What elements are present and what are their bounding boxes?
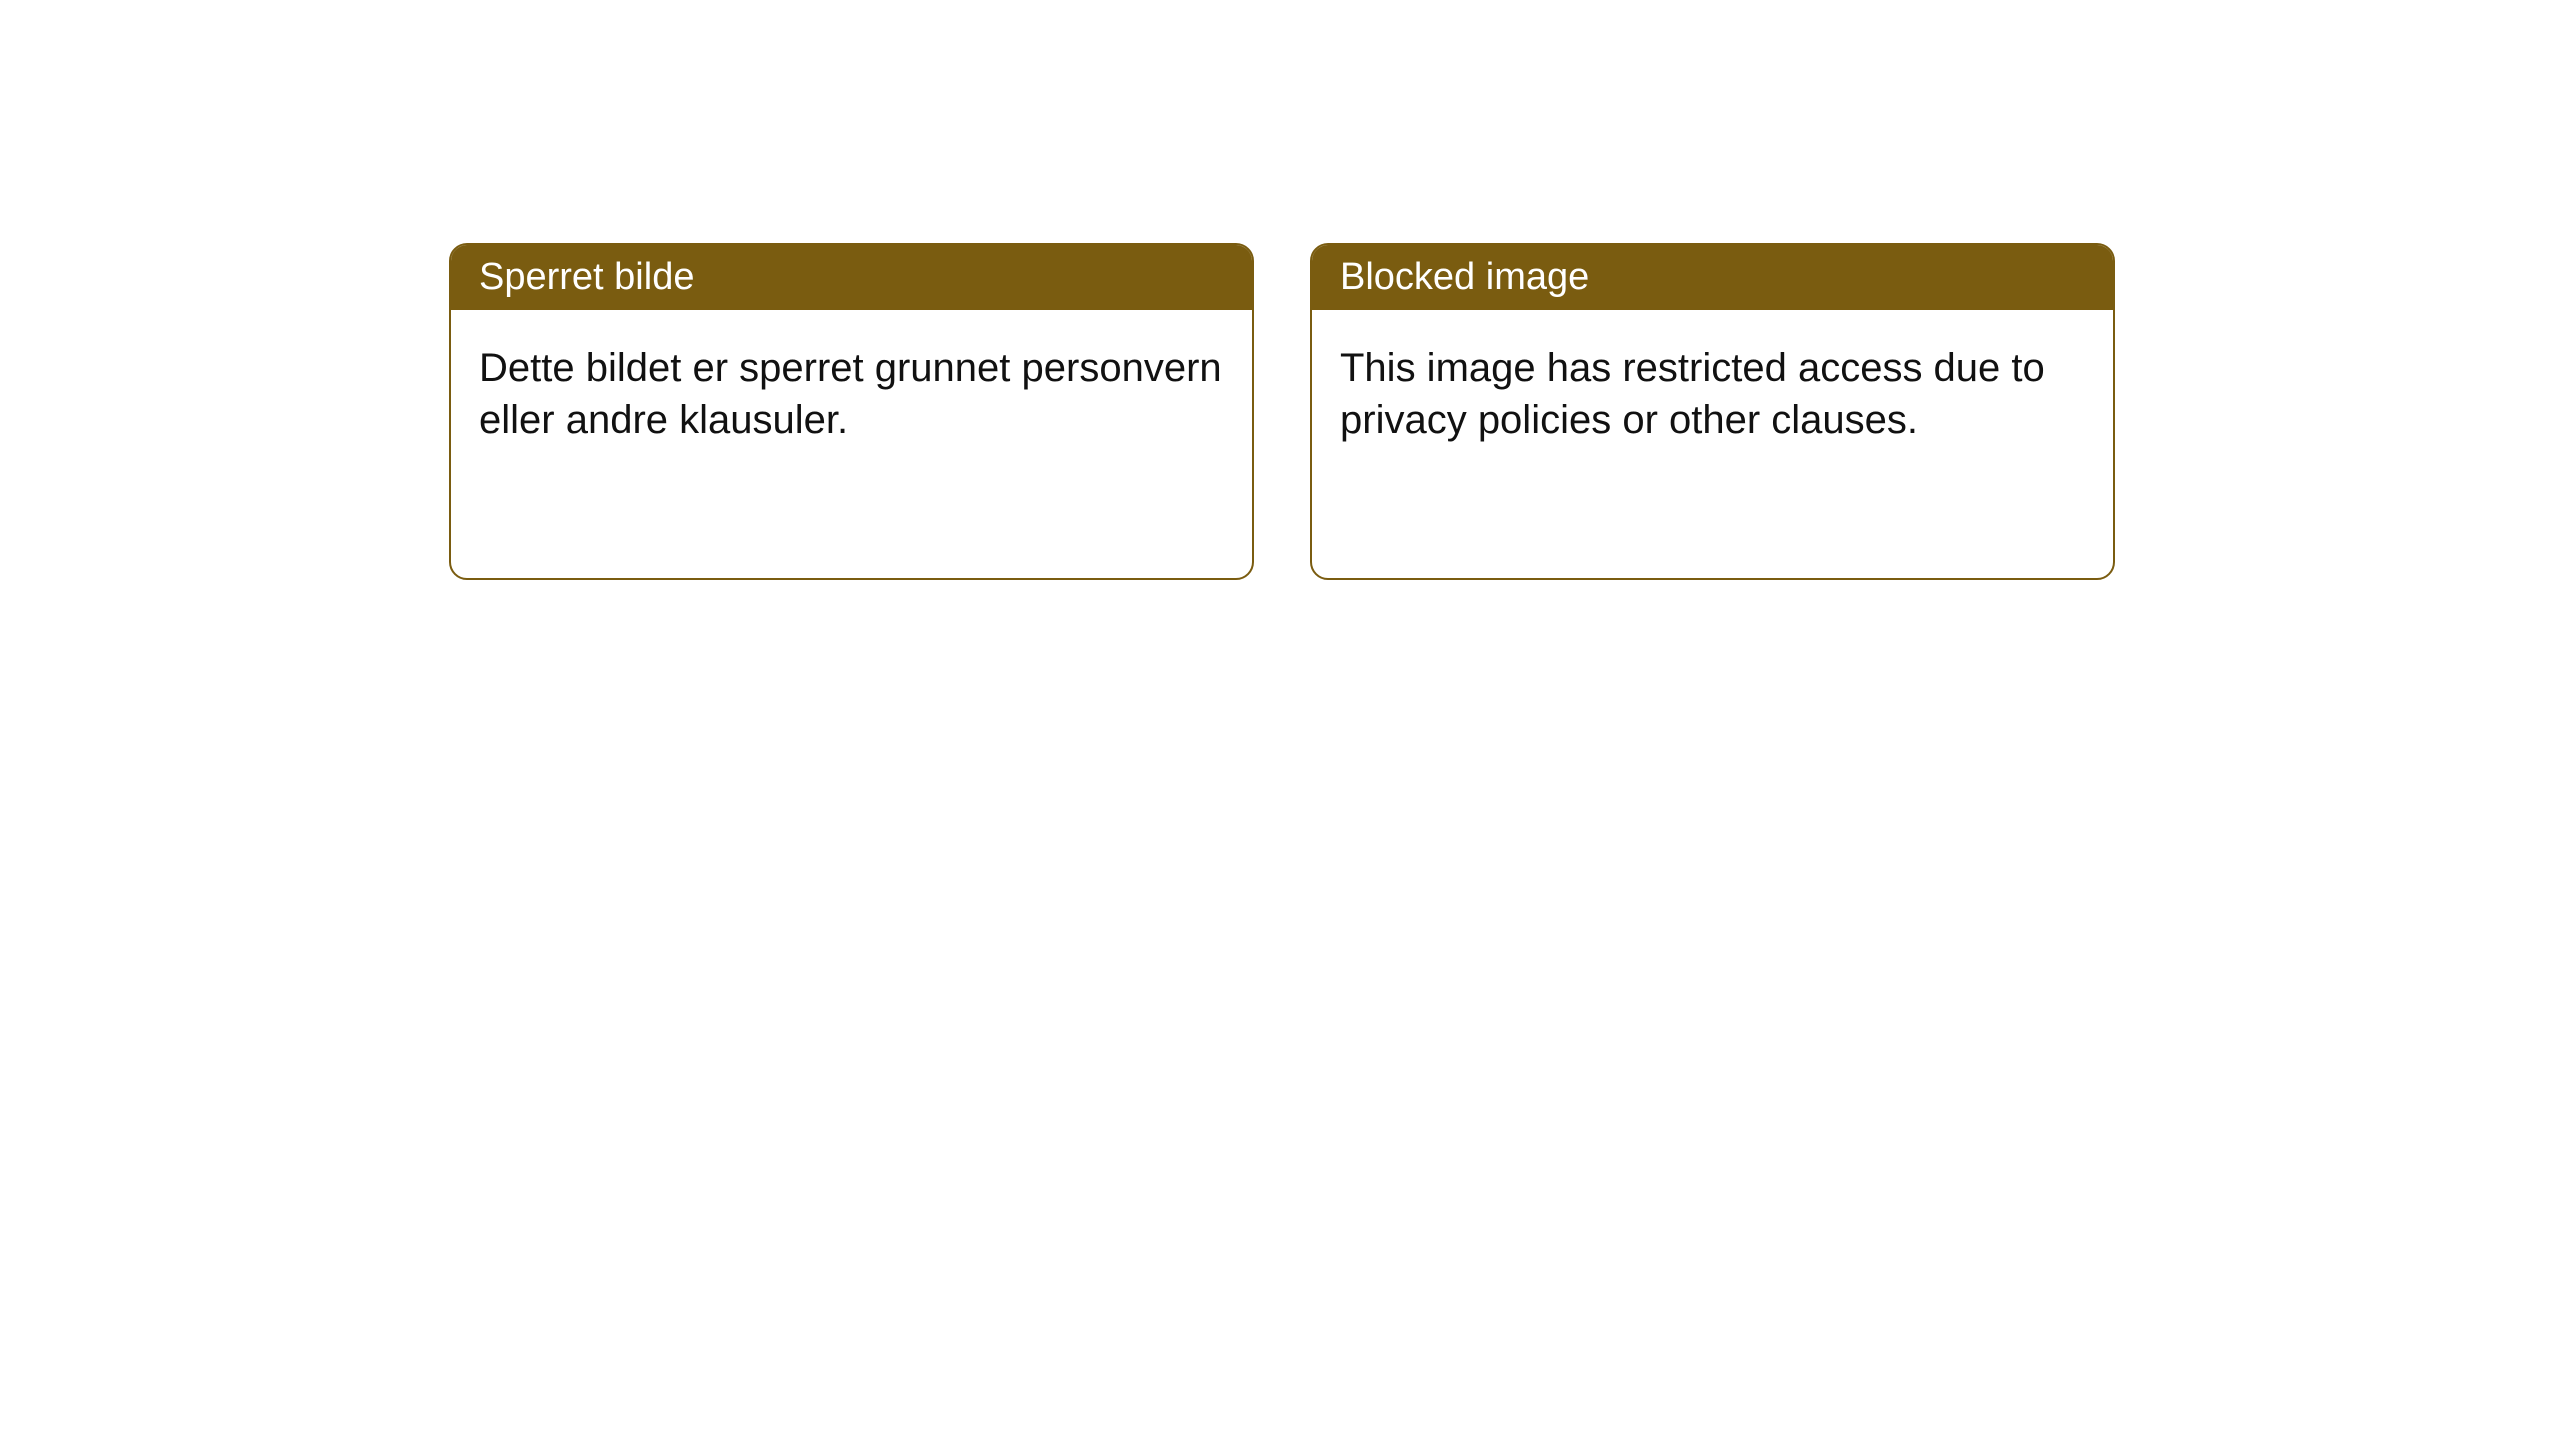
notice-card-norwegian: Sperret bilde Dette bildet er sperret gr… [449, 243, 1254, 580]
notice-body: Dette bildet er sperret grunnet personve… [451, 310, 1252, 478]
notice-header: Sperret bilde [451, 245, 1252, 310]
notice-body: This image has restricted access due to … [1312, 310, 2113, 478]
notice-container: Sperret bilde Dette bildet er sperret gr… [0, 0, 2560, 580]
notice-card-english: Blocked image This image has restricted … [1310, 243, 2115, 580]
notice-header: Blocked image [1312, 245, 2113, 310]
